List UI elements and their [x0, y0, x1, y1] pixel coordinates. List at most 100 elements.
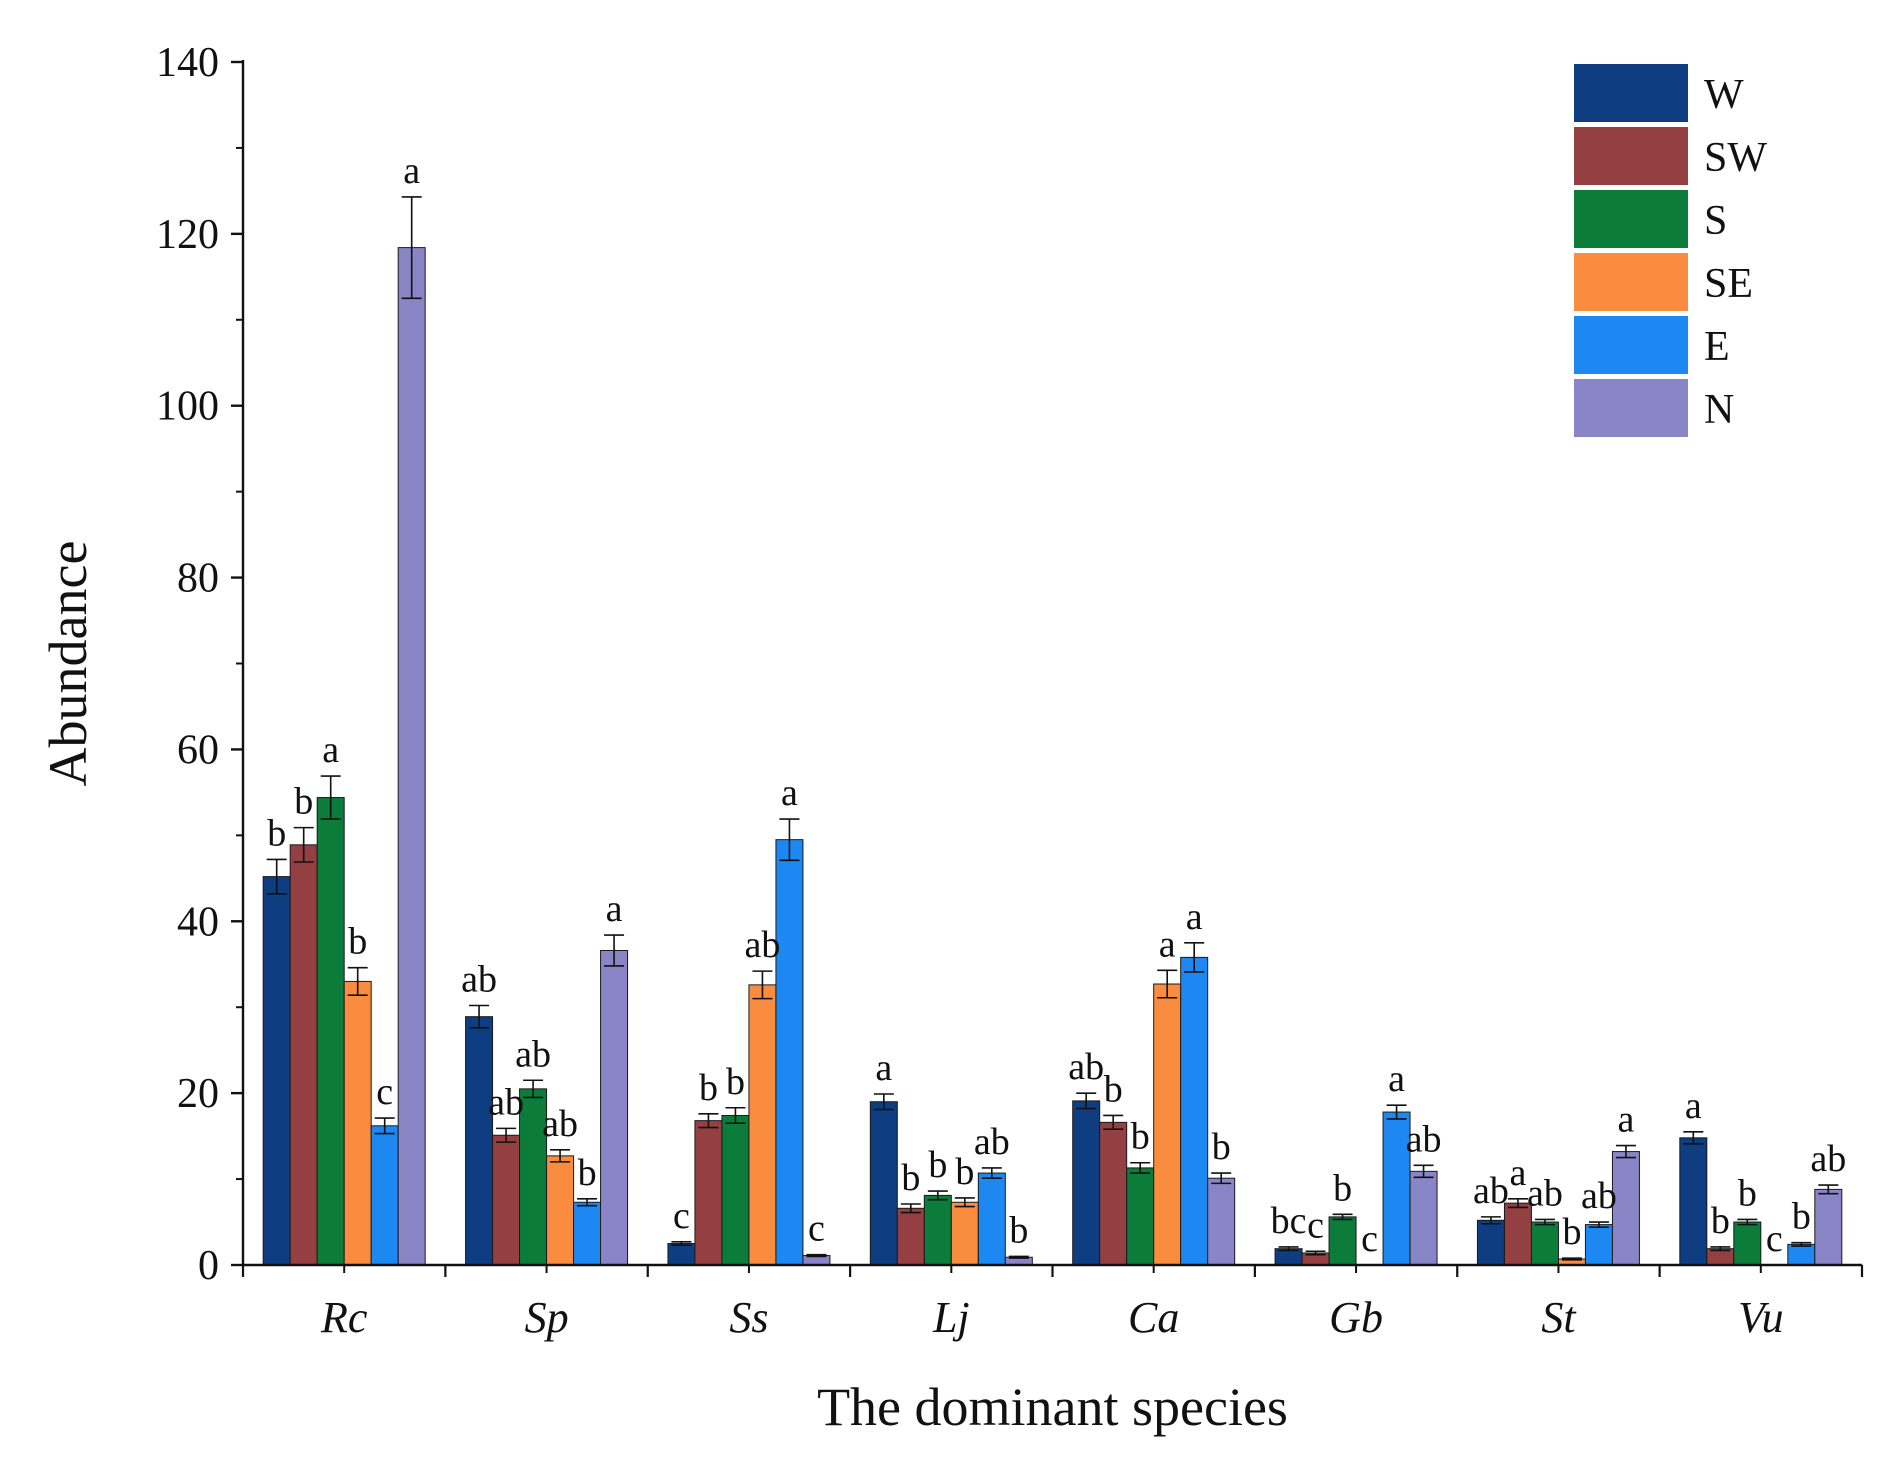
bar-S-Lj: [923, 1194, 952, 1266]
significance-letter-SE-Lj: b: [955, 1151, 974, 1193]
bar-N-Gb: [1409, 1170, 1438, 1266]
bar-S-Ss: [721, 1114, 750, 1266]
significance-letter-SE-St: b: [1562, 1211, 1581, 1253]
significance-letter-E-Lj: ab: [974, 1121, 1010, 1163]
significance-letter-SW-Rc: b: [294, 781, 313, 823]
x-axis-title: The dominant species: [817, 1377, 1288, 1437]
significance-letter-SE-Rc: b: [348, 921, 367, 963]
significance-letter-W-Vu: a: [1685, 1085, 1702, 1127]
bar-W-Rc: [262, 876, 291, 1266]
bar-W-Sp: [465, 1016, 494, 1266]
legend-swatch-S: [1574, 190, 1688, 248]
significance-letter-S-Ca: b: [1131, 1116, 1150, 1158]
legend-swatch-N: [1574, 379, 1688, 437]
legend-label-W: W: [1704, 72, 1744, 118]
bar-SE-Rc: [343, 980, 372, 1266]
significance-letter-SW-St: a: [1510, 1152, 1527, 1194]
bar-S-Ca: [1126, 1167, 1155, 1266]
bar-W-St: [1476, 1219, 1505, 1266]
bar-W-Lj: [869, 1101, 898, 1266]
x-tick-label-Lj: Lj: [932, 1293, 970, 1342]
bar-E-St: [1584, 1224, 1613, 1266]
y-tick-label-60: 60: [177, 727, 219, 773]
bar-E-Sp: [573, 1201, 602, 1266]
x-tick-label-St: St: [1541, 1293, 1577, 1342]
bar-S-Rc: [316, 797, 345, 1266]
legend-swatch-SE: [1574, 253, 1688, 311]
x-tick-label-Ca: Ca: [1128, 1293, 1179, 1342]
significance-letter-N-Sp: a: [606, 888, 623, 930]
significance-letter-S-Lj: b: [928, 1144, 947, 1186]
significance-letter-S-Vu: b: [1738, 1172, 1757, 1214]
significance-letter-S-St: ab: [1527, 1172, 1563, 1214]
legend-label-N: N: [1704, 387, 1734, 433]
legend-swatch-SW: [1574, 127, 1688, 185]
bar-SW-Ss: [694, 1120, 723, 1266]
axes: 0 20 40 60 80 100 120 140 Rc Sp Ss Lj Ca Gb St Vu: [156, 40, 1864, 1342]
bar-SE-Lj: [950, 1201, 979, 1266]
significance-letter-W-Gb: bc: [1271, 1200, 1307, 1242]
significance-letter-N-Lj: b: [1009, 1209, 1028, 1251]
significance-letter-SE-Ca: a: [1159, 923, 1176, 965]
significance-letter-E-Ca: a: [1186, 896, 1203, 938]
significance-letter-SE-Gb: c: [1361, 1218, 1378, 1260]
significance-letter-E-Sp: b: [578, 1152, 597, 1194]
bar-S-Gb: [1328, 1216, 1357, 1266]
x-tick-label-Rc: Rc: [320, 1293, 368, 1342]
bar-SW-Lj: [896, 1207, 925, 1266]
legend-label-E: E: [1704, 324, 1730, 370]
legend-label-S: S: [1704, 198, 1727, 244]
significance-letter-SW-Lj: b: [901, 1157, 920, 1199]
y-tick-label-20: 20: [177, 1071, 219, 1117]
bar-W-Ca: [1072, 1100, 1101, 1266]
significance-letter-SE-Vu: c: [1766, 1218, 1783, 1260]
significance-letter-W-Lj: a: [875, 1047, 892, 1089]
significance-letter-SW-Sp: ab: [488, 1081, 524, 1123]
y-tick-label-120: 120: [156, 212, 219, 258]
y-axis-title: Abundance: [38, 541, 98, 787]
bar-W-Vu: [1679, 1137, 1708, 1266]
significance-letter-SW-Ca: b: [1104, 1068, 1123, 1110]
bar-E-Ss: [775, 839, 804, 1266]
y-tick-label-140: 140: [156, 40, 219, 86]
significance-letter-SW-Ss: b: [699, 1067, 718, 1109]
legend: W SW S SE EN: [1574, 64, 1767, 437]
bar-SW-Ca: [1099, 1121, 1128, 1266]
y-tick-label-80: 80: [177, 556, 219, 602]
bar-S-St: [1530, 1221, 1559, 1266]
significance-letter-W-St: ab: [1473, 1170, 1509, 1212]
significance-letter-W-Rc: b: [267, 812, 286, 854]
significance-letter-N-St: a: [1618, 1099, 1635, 1141]
y-tick-label-100: 100: [156, 384, 219, 430]
significance-letter-SE-Ss: ab: [745, 924, 781, 966]
legend-swatch-E: [1574, 316, 1688, 374]
bar-E-Lj: [977, 1172, 1006, 1266]
significance-letter-N-Rc: a: [403, 150, 420, 192]
bar-E-Vu: [1787, 1243, 1816, 1266]
significance-letter-SE-Sp: ab: [542, 1103, 578, 1145]
bar-N-Vu: [1814, 1188, 1843, 1266]
bar-SW-Rc: [289, 844, 318, 1266]
significance-letter-N-Ss: c: [808, 1208, 825, 1250]
significance-letter-E-Vu: b: [1792, 1196, 1811, 1238]
significance-letter-N-Vu: ab: [1810, 1138, 1846, 1180]
bar-SE-Ca: [1153, 983, 1182, 1266]
significance-letter-S-Gb: b: [1333, 1167, 1352, 1209]
bar-N-Sp: [600, 950, 629, 1266]
significance-letter-S-Rc: a: [322, 729, 339, 771]
bar-N-Ca: [1207, 1177, 1236, 1266]
legend-label-SE: SE: [1704, 261, 1753, 307]
bar-N-Rc: [397, 247, 426, 1266]
significance-letter-SW-Gb: c: [1307, 1204, 1324, 1246]
x-tick-label-Vu: Vu: [1738, 1293, 1784, 1342]
significance-letter-N-Ca: b: [1212, 1126, 1231, 1168]
significance-letter-N-Gb: ab: [1406, 1118, 1442, 1160]
bar-W-Ss: [667, 1243, 696, 1266]
bar-SW-Sp: [492, 1134, 521, 1266]
significance-letter-E-Ss: a: [781, 772, 798, 814]
y-tick-label-0: 0: [198, 1243, 219, 1289]
significance-letter-SW-Vu: b: [1711, 1200, 1730, 1242]
bar-E-Rc: [370, 1125, 399, 1266]
significance-letter-S-Sp: ab: [515, 1033, 551, 1075]
